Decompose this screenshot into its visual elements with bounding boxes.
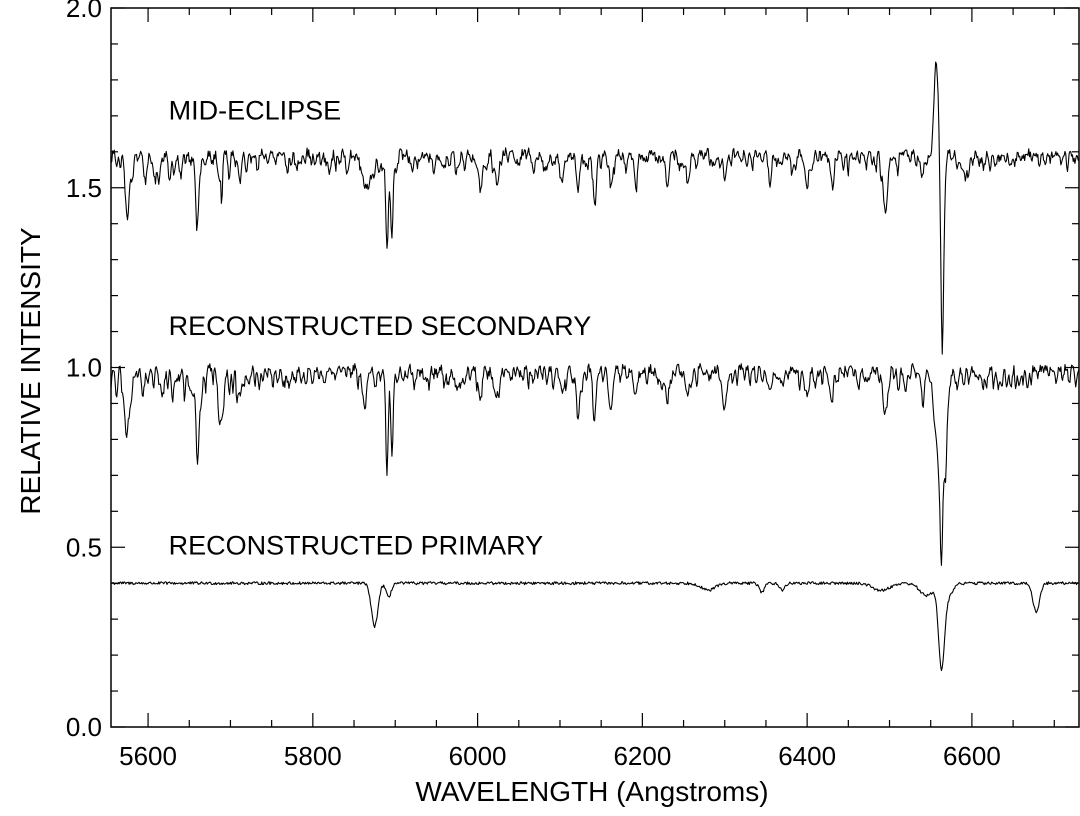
tick-labels-group: 5600 5800 6000 6200 6400 6600 0.0 0.5 1.0 1.5 2.0	[66, 0, 1001, 771]
spectrum-line-2	[110, 362, 1080, 566]
x-tick-label: 5800	[284, 741, 342, 771]
annotations-group: MID-ECLIPSE RECONSTRUCTED SECONDARY RECONS…	[169, 95, 592, 560]
y-axis-title: RELATIVE INTENSITY	[15, 227, 46, 515]
spectrum-annotation: RECONSTRUCTED SECONDARY	[169, 311, 592, 341]
x-tick-label: 6600	[943, 741, 1001, 771]
y-tick-label: 2.0	[66, 0, 102, 23]
spectrum-line-1	[110, 61, 1080, 355]
x-tick-label: 6200	[613, 741, 671, 771]
x-tick-label: 6000	[449, 741, 507, 771]
y-tick-label: 0.0	[66, 712, 102, 742]
x-tick-label: 6400	[778, 741, 836, 771]
y-tick-label: 1.0	[66, 353, 102, 383]
y-tick-label: 0.5	[66, 532, 102, 562]
x-axis-title: WAVELENGTH (Angstroms)	[415, 776, 768, 807]
y-tick-label: 1.5	[66, 173, 102, 203]
ticks-group	[111, 7, 1079, 728]
x-tick-label: 5600	[119, 741, 177, 771]
spectrum-line-3	[110, 581, 1080, 672]
spectra-group	[110, 61, 1080, 672]
spectrum-annotation: RECONSTRUCTED PRIMARY	[169, 530, 544, 560]
spectrum-annotation: MID-ECLIPSE	[169, 95, 342, 125]
